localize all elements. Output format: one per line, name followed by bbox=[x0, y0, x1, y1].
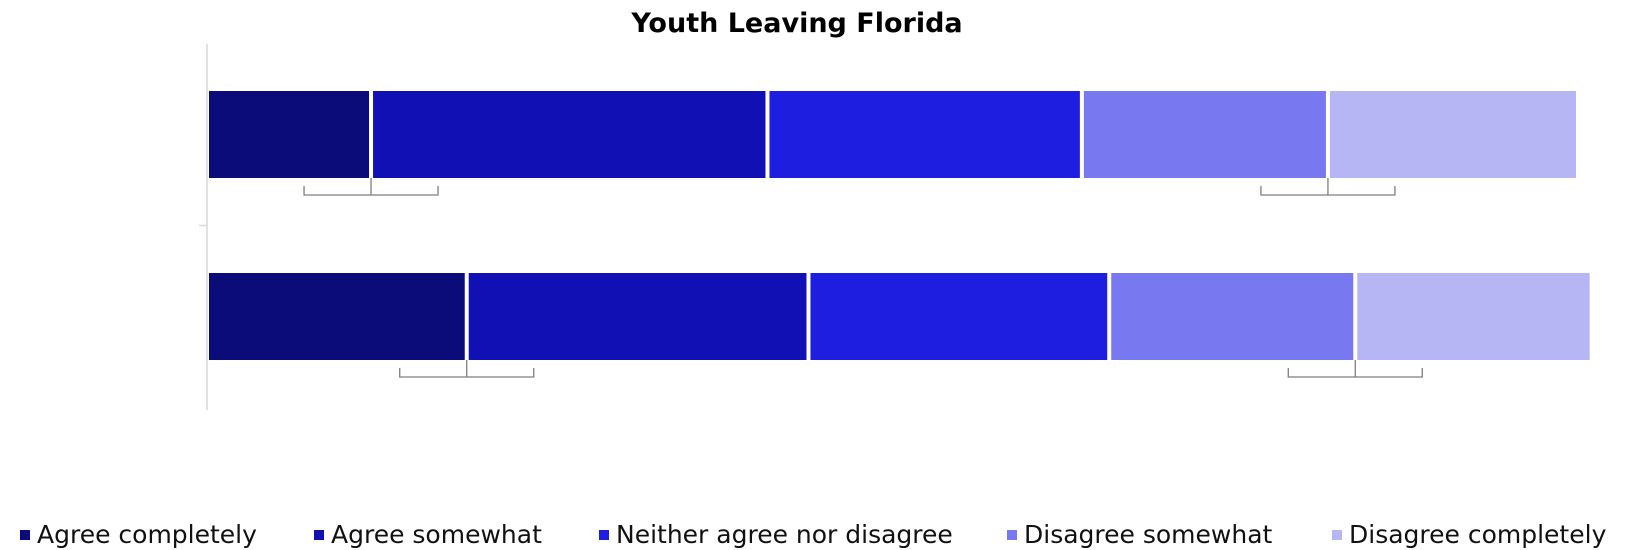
legend-swatch bbox=[314, 529, 324, 540]
chart-title: Youth Leaving Florida bbox=[630, 8, 962, 39]
net-bracket bbox=[399, 360, 535, 378]
plot-area bbox=[199, 91, 1590, 378]
stacked-bar-chart: Youth Leaving Florida bbox=[199, 8, 1590, 410]
bar-segment bbox=[209, 91, 370, 178]
legend-label: Disagree somewhat bbox=[1024, 520, 1273, 549]
legend: Agree completely Agree somewhat Neither ag… bbox=[0, 516, 1625, 550]
legend-swatch bbox=[20, 529, 30, 540]
legend-swatch bbox=[1332, 529, 1342, 540]
net-bracket bbox=[1260, 178, 1396, 196]
bar-segment bbox=[1083, 91, 1326, 178]
legend-item: Agree completely bbox=[20, 520, 257, 549]
bar-segment bbox=[1357, 273, 1590, 360]
legend-label: Agree completely bbox=[37, 520, 257, 549]
legend-swatch bbox=[1007, 529, 1017, 540]
bar-segment bbox=[1111, 273, 1354, 360]
bar-segment bbox=[373, 91, 766, 178]
legend-swatch bbox=[599, 529, 609, 540]
legend-label: Disagree completely bbox=[1349, 520, 1607, 549]
net-bracket bbox=[1287, 360, 1423, 378]
legend-label: Agree somewhat bbox=[331, 520, 542, 549]
legend-item: Disagree somewhat bbox=[1007, 520, 1272, 549]
legend-item: Neither agree nor disagree bbox=[599, 520, 953, 549]
net-bracket bbox=[303, 178, 439, 196]
bar-segment bbox=[209, 273, 465, 360]
legend-item: Agree somewhat bbox=[314, 520, 542, 549]
legend-item: Disagree completely bbox=[1332, 520, 1606, 549]
bar-segment bbox=[810, 273, 1108, 360]
bar-segment bbox=[1329, 91, 1576, 178]
legend-label: Neither agree nor disagree bbox=[616, 520, 953, 549]
bar-segment bbox=[468, 273, 807, 360]
bar-segment bbox=[769, 91, 1080, 178]
